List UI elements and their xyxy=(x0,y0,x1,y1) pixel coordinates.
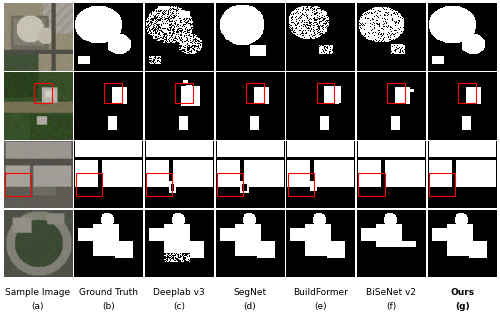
Bar xyxy=(288,173,314,196)
Bar xyxy=(104,83,122,103)
Text: (b): (b) xyxy=(102,301,115,311)
Text: BuildFormer: BuildFormer xyxy=(294,288,348,297)
Text: (c): (c) xyxy=(174,301,186,311)
Bar xyxy=(358,173,384,196)
Text: (d): (d) xyxy=(244,301,256,311)
Bar xyxy=(316,83,334,103)
Bar xyxy=(458,83,476,103)
Bar xyxy=(217,173,243,196)
Text: (g): (g) xyxy=(455,301,469,311)
Text: BiSeNet v2: BiSeNet v2 xyxy=(366,288,416,297)
Text: (e): (e) xyxy=(314,301,327,311)
Text: (a): (a) xyxy=(32,301,44,311)
Text: Sample Image: Sample Image xyxy=(6,288,70,297)
Text: Ours: Ours xyxy=(450,288,474,297)
Bar xyxy=(429,173,456,196)
Bar xyxy=(175,83,193,103)
Bar xyxy=(34,83,52,103)
Text: Deeplab v3: Deeplab v3 xyxy=(154,288,205,297)
Text: Ground Truth: Ground Truth xyxy=(79,288,138,297)
Bar xyxy=(388,83,405,103)
Text: (f): (f) xyxy=(386,301,396,311)
Bar xyxy=(76,173,102,196)
Bar xyxy=(246,83,264,103)
Bar xyxy=(146,173,172,196)
Text: SegNet: SegNet xyxy=(234,288,266,297)
Bar xyxy=(5,173,31,196)
